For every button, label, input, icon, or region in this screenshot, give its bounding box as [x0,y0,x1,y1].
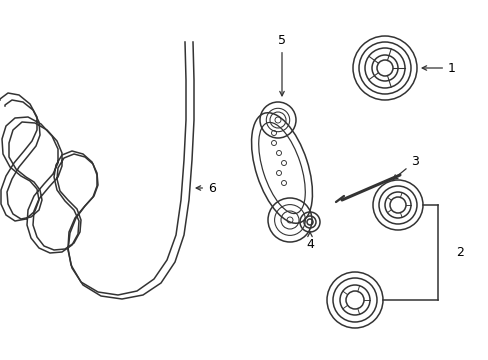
Text: 2: 2 [455,246,463,258]
Text: 1: 1 [421,62,455,75]
Text: 6: 6 [196,181,215,194]
Text: 4: 4 [305,232,313,251]
Text: 5: 5 [278,34,285,96]
Text: 3: 3 [392,155,418,179]
